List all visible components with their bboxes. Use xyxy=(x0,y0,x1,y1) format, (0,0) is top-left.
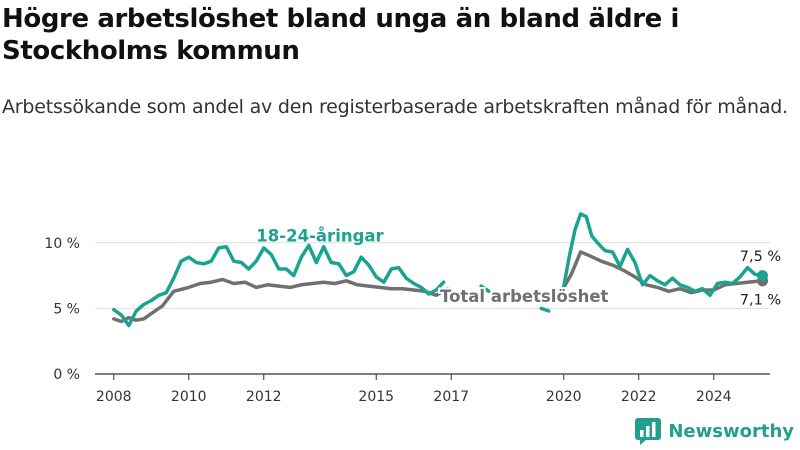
x-tick-label: 2020 xyxy=(546,389,582,405)
series-label-youth: 18-24-åringar xyxy=(256,226,384,245)
series-line-total xyxy=(112,277,450,324)
chart-subtitle: Arbetssökande som andel av den registerb… xyxy=(2,96,788,118)
brand-name: Newsworthy xyxy=(668,420,794,442)
series-end-point-youth xyxy=(757,270,768,282)
end-value-label-youth: 7,5 % xyxy=(740,249,781,265)
y-tick-label: 5 % xyxy=(53,301,80,317)
x-tick-label: 2015 xyxy=(358,389,394,405)
x-tick-label: 2012 xyxy=(246,389,282,405)
x-tick-label: 2024 xyxy=(696,389,732,405)
x-tick-label: 2022 xyxy=(621,389,657,405)
y-tick-label: 0 % xyxy=(53,367,80,383)
series-line-youth xyxy=(479,284,491,294)
chart-labels: 0 % 5 % 10 % 2008 2010 2012 2015 2017 2020 2022 20… xyxy=(44,226,781,405)
series-lines xyxy=(112,212,768,328)
series-line-youth xyxy=(539,306,551,313)
series-line-youth xyxy=(562,212,765,298)
chart-title: Högre arbetslöshet bland unga än bland ä… xyxy=(2,4,680,66)
newsworthy-logo-icon xyxy=(635,418,662,445)
end-value-label-total: 7,1 % xyxy=(740,292,781,308)
series-line-total xyxy=(562,250,765,295)
series-line-youth xyxy=(112,243,446,328)
x-tick-label: 2010 xyxy=(171,389,207,405)
x-tick-label: 2017 xyxy=(433,389,469,405)
y-tick-label: 10 % xyxy=(44,236,80,252)
grid-lines xyxy=(95,242,770,380)
series-label-total: Total arbetslöshet xyxy=(440,287,609,306)
brand: Newsworthy xyxy=(634,416,794,446)
x-tick-label: 2008 xyxy=(96,389,132,405)
